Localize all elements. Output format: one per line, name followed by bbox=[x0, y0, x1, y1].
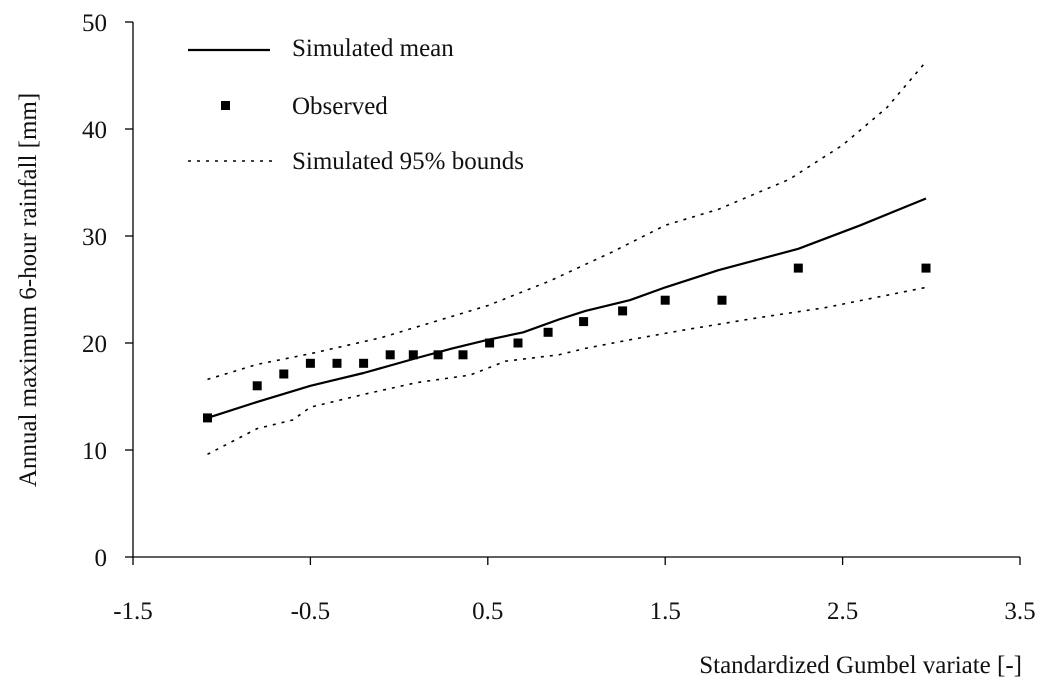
legend: Simulated mean Observed Simulated 95% bo… bbox=[188, 35, 524, 175]
legend-observed-label: Observed bbox=[292, 93, 388, 120]
observed-point bbox=[458, 350, 468, 360]
y-tick-label: 40 bbox=[82, 117, 107, 144]
x-tick-label: 2.5 bbox=[827, 598, 858, 625]
observed-point bbox=[543, 327, 553, 337]
observed-point bbox=[793, 263, 803, 273]
observed-point bbox=[252, 381, 262, 391]
observed-point bbox=[203, 413, 212, 423]
y-tick-label: 0 bbox=[95, 545, 108, 572]
series bbox=[207, 61, 927, 456]
axes bbox=[132, 22, 1020, 558]
observed-point bbox=[332, 358, 342, 368]
legend-mean-label: Simulated mean bbox=[292, 35, 454, 62]
x-tick-label: 3.5 bbox=[1004, 598, 1035, 625]
x-tick-label: 0.5 bbox=[472, 598, 503, 625]
observed-point bbox=[513, 338, 523, 348]
observed-point bbox=[579, 317, 589, 327]
x-axis-title: Standardized Gumbel variate [-] bbox=[699, 652, 1022, 679]
observed-points bbox=[203, 263, 931, 423]
x-tick-label: 1.5 bbox=[650, 598, 681, 625]
observed-point bbox=[717, 295, 727, 305]
ticks: -1.5 -0.5 0.5 1.5 2.5 3.5 0 10 20 30 40 50 bbox=[82, 10, 1036, 625]
lower-95-bound-line bbox=[207, 286, 927, 456]
observed-point bbox=[408, 350, 418, 360]
y-tick-label: 20 bbox=[82, 331, 107, 358]
observed-point bbox=[485, 338, 495, 348]
y-tick-label: 10 bbox=[82, 438, 107, 465]
y-axis-title: Annual maximum 6-hour rainfall [mm] bbox=[15, 93, 42, 487]
legend-bounds-label: Simulated 95% bounds bbox=[292, 148, 524, 175]
observed-point bbox=[385, 350, 395, 360]
observed-point bbox=[660, 295, 670, 305]
observed-point bbox=[279, 369, 289, 379]
observed-point bbox=[433, 350, 443, 360]
y-tick-label: 30 bbox=[82, 224, 107, 251]
observed-point bbox=[921, 263, 931, 273]
x-tick-label: -1.5 bbox=[113, 598, 153, 625]
y-tick-label: 50 bbox=[82, 10, 107, 37]
simulated-mean-line bbox=[207, 197, 927, 419]
observed-point bbox=[305, 358, 315, 368]
upper-95-bound-line bbox=[207, 61, 927, 381]
x-tick-label: -0.5 bbox=[291, 598, 331, 625]
observed-point bbox=[618, 306, 628, 316]
observed-point bbox=[359, 358, 369, 368]
legend-observed-swatch bbox=[221, 101, 230, 110]
